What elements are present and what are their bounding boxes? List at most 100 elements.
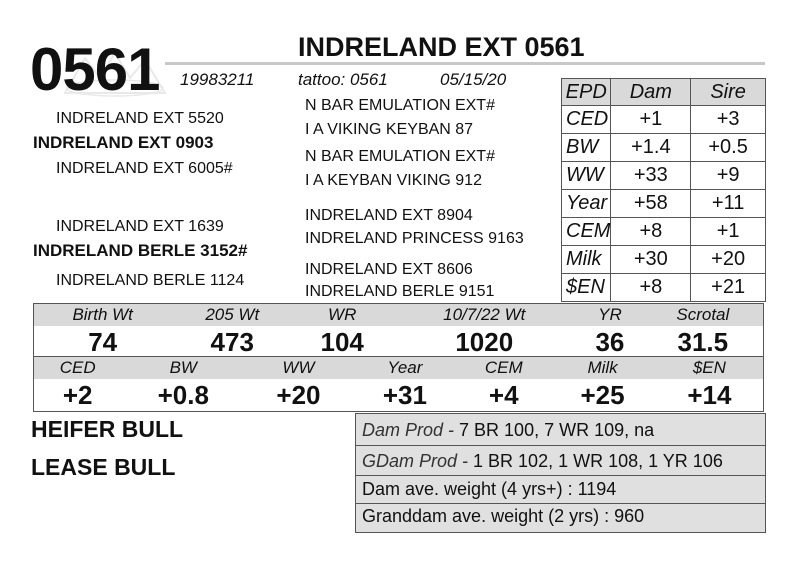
- ranch-logo-watermark: [63, 51, 167, 97]
- epd-row-label: Milk: [560, 245, 612, 274]
- epd-dam-value: +58: [610, 189, 692, 218]
- epd-row: WW +33 +9: [560, 161, 766, 190]
- epd-dam-value: +30: [610, 245, 692, 274]
- epd-dam-value: +1.4: [610, 133, 692, 162]
- epd-sire-value: +1: [690, 217, 766, 246]
- epd-sire-value: +9: [690, 161, 766, 190]
- pedigree-dam: INDRELAND BERLE 3152#: [33, 241, 248, 260]
- pedigree-dam-dam: INDRELAND BERLE 1124: [56, 272, 245, 289]
- pedigree-sire-sire: INDRELAND EXT 5520: [56, 110, 224, 127]
- performance-value-row: 74 473 104 1020 36 31.5: [34, 326, 764, 359]
- epd-row: Milk +30 +20: [560, 245, 766, 274]
- epd-sire-value: +20: [690, 245, 766, 274]
- epd-row: CED +1 +3: [560, 105, 766, 134]
- epd-sire-value: +3: [690, 105, 766, 134]
- epd-row: Year +58 +11: [560, 189, 766, 218]
- epd-row-label: WW: [560, 161, 612, 190]
- pedigree-sire-dam-dam: I A KEYBAN VIKING 912: [305, 172, 482, 189]
- registration-number: 19983211: [180, 70, 255, 89]
- epd-dam-value: +8: [610, 273, 692, 302]
- epd-value: +14: [687, 379, 732, 410]
- perf-value: 104: [320, 326, 364, 357]
- epd-row-label: CEM: [560, 217, 612, 246]
- pedigree-dam-dam-sire: INDRELAND EXT 8606: [305, 261, 473, 278]
- epd-row-label: BW: [560, 133, 612, 162]
- epd-value: +20: [276, 379, 321, 410]
- pedigree-dam-sire-sire: INDRELAND EXT 8904: [305, 207, 473, 224]
- designation-lease-bull: LEASE BULL: [31, 454, 176, 480]
- dam-average-weight: Dam ave. weight (4 yrs+) : 1194: [362, 479, 617, 499]
- production-divider: [356, 475, 765, 476]
- epd-table-header: EPD Dam Sire: [560, 78, 766, 106]
- epd-header-dam: Dam: [610, 78, 692, 106]
- perf-header: Scrotal: [642, 303, 764, 326]
- epd-row-label: Year: [560, 189, 612, 218]
- epd-row: BW +1.4 +0.5: [560, 133, 766, 162]
- dam-prod-label: Dam Prod -: [362, 420, 455, 440]
- gdam-prod-value: 1 BR 102, 1 WR 108, 1 YR 106: [468, 451, 723, 471]
- dam-prod-value: 7 BR 100, 7 WR 109, na: [454, 420, 655, 440]
- epd-header: WW: [245, 356, 352, 379]
- epd-sire-value: +0.5: [690, 133, 766, 162]
- epd-value: +4: [488, 379, 519, 410]
- epd-value: +2: [62, 379, 93, 410]
- production-divider: [356, 503, 765, 504]
- pedigree-sire-dam: INDRELAND EXT 6005#: [56, 160, 233, 177]
- epd-header-row: CED BW WW Year CEM Milk $EN: [33, 356, 764, 379]
- production-box: Dam Prod - 7 BR 100, 7 WR 109, na GDam P…: [355, 413, 766, 533]
- perf-header: Birth Wt: [33, 303, 172, 326]
- perf-value: 36: [595, 326, 625, 357]
- perf-header: WR: [293, 303, 392, 326]
- tattoo: tattoo: 0561: [298, 70, 388, 89]
- pedigree-sire-dam-sire: N BAR EMULATION EXT#: [305, 148, 495, 165]
- epd-sire-value: +21: [690, 273, 766, 302]
- perf-header: 205 Wt: [171, 303, 294, 326]
- epd-value-row: +2 +0.8 +20 +31 +4 +25 +14: [34, 379, 764, 412]
- epd-values-table: CED BW WW Year CEM Milk $EN +2 +0.8 +20 …: [33, 356, 764, 412]
- perf-header: YR: [577, 303, 643, 326]
- perf-header: 10/7/22 Wt: [391, 303, 578, 326]
- epd-dam-value: +1: [610, 105, 692, 134]
- epd-header: Milk: [549, 356, 656, 379]
- epd-row-label: CED: [560, 105, 612, 134]
- gdam-prod-label: GDam Prod -: [362, 451, 469, 471]
- epd-row-label: $EN: [560, 273, 612, 302]
- animal-name: INDRELAND EXT 0561: [298, 32, 585, 62]
- perf-value: 1020: [455, 326, 514, 357]
- performance-header-row: Birth Wt 205 Wt WR 10/7/22 Wt YR Scrotal: [33, 303, 764, 326]
- epd-header-sire: Sire: [690, 78, 766, 106]
- epd-value: +31: [382, 379, 427, 410]
- epd-dam-value: +33: [610, 161, 692, 190]
- epd-header: Year: [351, 356, 459, 379]
- granddam-average-weight: Granddam ave. weight (2 yrs) : 960: [362, 506, 645, 526]
- pedigree-sire-sire-dam: I A VIKING KEYBAN 87: [305, 121, 474, 138]
- pedigree-dam-dam-dam: INDRELAND BERLE 9151: [305, 283, 495, 300]
- epd-header: $EN: [655, 356, 764, 379]
- pedigree-sire: INDRELAND EXT 0903: [33, 133, 214, 152]
- pedigree-sire-sire-sire: N BAR EMULATION EXT#: [305, 97, 495, 114]
- performance-table: Birth Wt 205 Wt WR 10/7/22 Wt YR Scrotal…: [33, 303, 764, 359]
- epd-header: BW: [121, 356, 246, 379]
- epd-row: $EN +8 +21: [560, 273, 766, 302]
- perf-value: 74: [88, 326, 118, 357]
- epd-row: CEM +8 +1: [560, 217, 766, 246]
- parent-epd-table: EPD Dam Sire CED +1 +3 BW +1.4 +0.5 WW +…: [560, 78, 766, 302]
- epd-sire-value: +11: [690, 189, 766, 218]
- epd-value: +0.8: [157, 379, 209, 410]
- epd-header: CED: [33, 356, 122, 379]
- epd-header-epd: EPD: [560, 78, 612, 106]
- pedigree-dam-sire: INDRELAND EXT 1639: [56, 218, 224, 235]
- header-divider: [165, 62, 765, 65]
- perf-value: 473: [210, 326, 254, 357]
- epd-value: +25: [580, 379, 625, 410]
- epd-dam-value: +8: [610, 217, 692, 246]
- pedigree-dam-sire-dam: INDRELAND PRINCESS 9163: [305, 230, 524, 247]
- lot-number: 0561: [30, 36, 160, 103]
- birth-date: 05/15/20: [440, 70, 507, 89]
- designation-heifer-bull: HEIFER BULL: [31, 416, 184, 442]
- gdam-prod-line: GDam Prod - 1 BR 102, 1 WR 108, 1 YR 106: [362, 451, 723, 472]
- dam-prod-line: Dam Prod - 7 BR 100, 7 WR 109, na: [362, 420, 654, 441]
- epd-header: CEM: [458, 356, 550, 379]
- perf-value: 31.5: [677, 326, 729, 357]
- production-divider: [356, 445, 765, 446]
